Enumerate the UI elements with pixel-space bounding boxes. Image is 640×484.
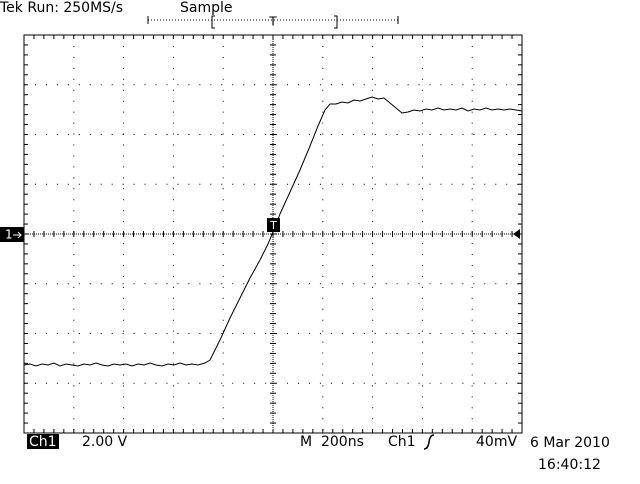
trigger-level-arrow: [513, 229, 520, 239]
graticule: [23, 34, 523, 434]
channel-label-box: [27, 434, 59, 449]
trigger-position: T: [268, 15, 277, 29]
window-bracket: [334, 15, 338, 29]
channel-arrow: [13, 231, 22, 239]
trigger-point: T: [269, 219, 277, 232]
acquisition-status: Tek Run: 250MS/s: [0, 0, 123, 16]
trigger-slope: [423, 434, 435, 450]
window-bracket: [211, 15, 215, 29]
trigger-source: Ch1: [388, 434, 416, 450]
channel-marker: 1: [5, 228, 13, 242]
date: 6 Mar 2010: [530, 435, 610, 451]
trigger-point-box: [267, 218, 280, 232]
channel-marker-box: [0, 227, 24, 242]
timebase: M 200ns: [300, 434, 364, 450]
channel-label: Ch1: [29, 434, 57, 450]
vertical-scale: 2.00 V: [82, 434, 128, 450]
acquisition-mode: Sample: [180, 0, 233, 16]
time: 16:40:12: [538, 457, 601, 473]
trigger-level: 40mV: [476, 434, 517, 450]
